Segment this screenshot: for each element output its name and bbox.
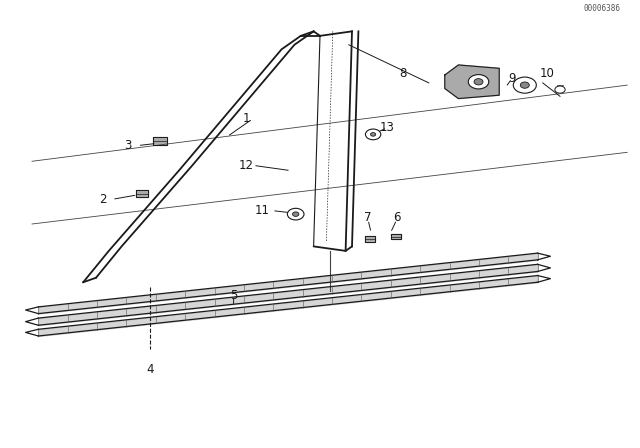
- Text: 4: 4: [147, 363, 154, 376]
- Polygon shape: [445, 65, 499, 99]
- Circle shape: [292, 212, 299, 216]
- Text: 13: 13: [380, 121, 395, 134]
- Text: 9: 9: [508, 72, 516, 85]
- Circle shape: [513, 77, 536, 93]
- Polygon shape: [390, 234, 401, 239]
- Text: 11: 11: [255, 204, 270, 217]
- Text: 8: 8: [399, 67, 407, 81]
- Circle shape: [287, 208, 304, 220]
- Circle shape: [365, 129, 381, 140]
- Circle shape: [468, 74, 489, 89]
- Circle shape: [474, 78, 483, 85]
- Text: 3: 3: [124, 139, 132, 152]
- Circle shape: [520, 82, 529, 88]
- Polygon shape: [365, 236, 375, 242]
- Text: 00006386: 00006386: [584, 4, 621, 13]
- Polygon shape: [136, 190, 148, 197]
- Text: 6: 6: [393, 211, 401, 224]
- Text: 5: 5: [230, 289, 237, 302]
- Polygon shape: [153, 137, 167, 145]
- Text: 10: 10: [540, 67, 555, 81]
- Circle shape: [555, 86, 565, 93]
- Text: 7: 7: [364, 211, 372, 224]
- Text: 1: 1: [243, 112, 250, 125]
- Circle shape: [371, 133, 376, 136]
- Text: 12: 12: [239, 159, 254, 172]
- Text: 2: 2: [99, 193, 106, 206]
